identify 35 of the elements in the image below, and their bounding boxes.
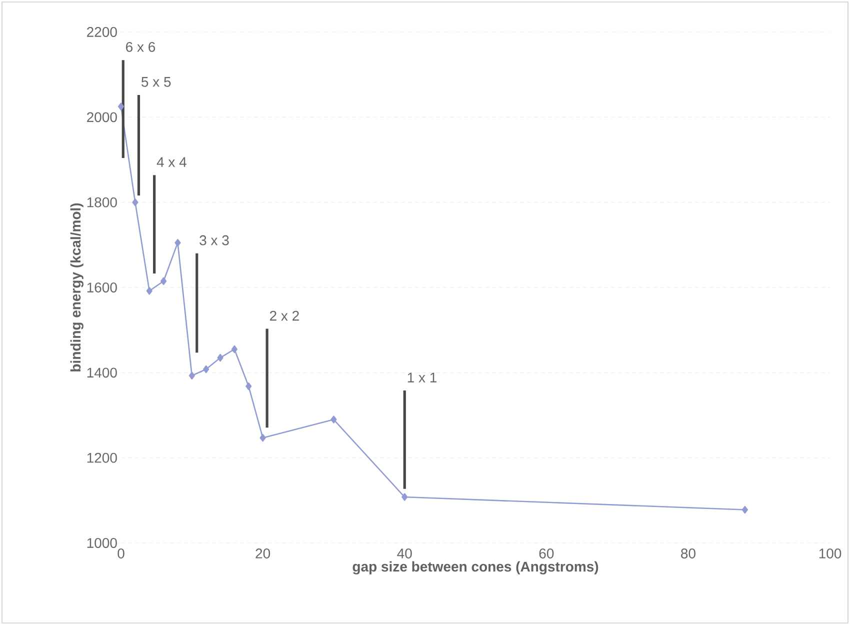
point xyxy=(402,493,408,501)
y-tick-label: 1400 xyxy=(87,368,117,378)
y-tick-label: 1000 xyxy=(87,538,117,548)
annotation: 5 x 5 xyxy=(141,77,171,87)
annotation: 6 x 6 xyxy=(126,42,156,52)
y-tick-label: 2000 xyxy=(87,112,117,122)
x-tick-label: 60 xyxy=(539,548,554,558)
point xyxy=(260,434,266,442)
annotation: 3 x 3 xyxy=(200,235,229,246)
x-axis-title: gap size between cones (Angstroms) xyxy=(352,561,598,574)
y-tick-label: 1200 xyxy=(87,452,117,463)
y-tick-label: 1600 xyxy=(87,282,117,292)
y-tick-label: 1800 xyxy=(87,197,117,208)
x-tick-label: 20 xyxy=(256,548,270,558)
point xyxy=(330,416,337,424)
annotation: 1 x 1 xyxy=(408,372,436,382)
point xyxy=(742,506,748,514)
point xyxy=(203,365,210,374)
point xyxy=(246,382,252,390)
y-axis-title: binding energy (kcal/mol) xyxy=(70,203,84,372)
point xyxy=(188,372,195,380)
point xyxy=(174,238,181,247)
annotation: 4 x 4 xyxy=(156,157,186,167)
x-tick-label: 0 xyxy=(118,548,124,558)
point xyxy=(217,354,224,362)
point xyxy=(146,287,152,295)
annotation: 2 x 2 xyxy=(270,310,299,321)
point xyxy=(132,198,138,206)
point xyxy=(160,277,167,285)
point xyxy=(231,345,238,354)
y-tick-label: 2200 xyxy=(87,27,117,37)
x-tick-label: 100 xyxy=(819,548,842,558)
point xyxy=(118,102,124,110)
x-tick-label: 40 xyxy=(397,548,412,558)
x-tick-label: 80 xyxy=(681,548,696,558)
